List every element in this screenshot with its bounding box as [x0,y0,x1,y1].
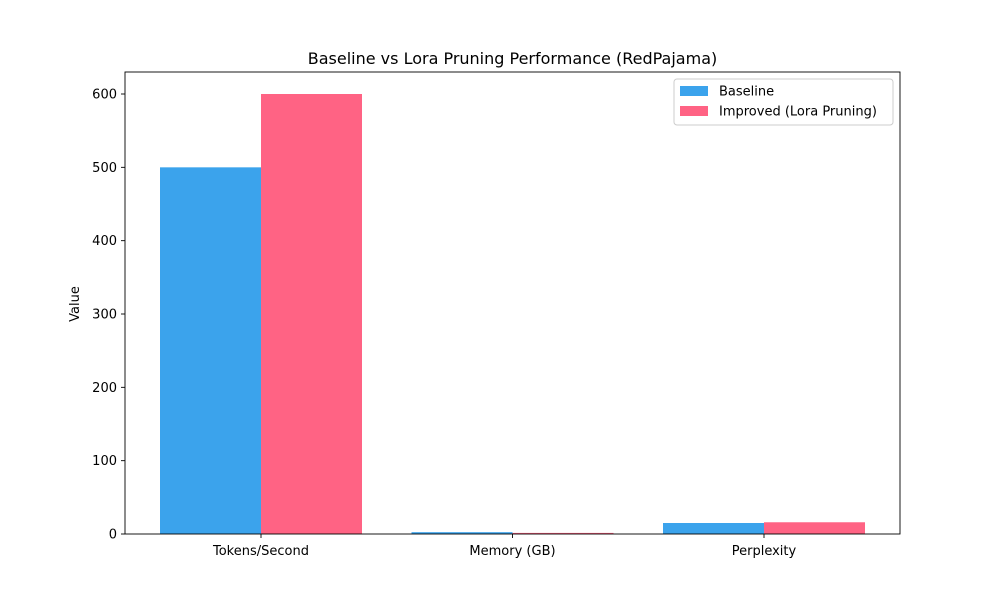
legend-box [673,78,894,126]
legend: Baseline Improved (Lora Pruning) [673,78,894,126]
bar-improved-1 [261,94,362,534]
legend-label: Baseline [719,85,774,100]
chart-title: Baseline vs Lora Pruning Performance (Re… [308,49,718,68]
y-tick-label: 400 [92,234,117,249]
y-tick-label: 0 [109,528,117,543]
y-tick-label: 300 [92,308,117,323]
bar-baseline-1 [160,167,261,535]
plot-area: 0 100 200 300 400 500 600 Tokens/Second Memory (… [92,71,901,559]
y-axis-label: Value [68,286,83,322]
legend-swatch [680,86,708,96]
y-tick-label: 100 [92,454,117,469]
bar-improved-2 [512,532,614,534]
y-tick-label: 600 [92,88,117,103]
x-tick-label: Tokens/Second [212,544,309,559]
x-tick-label: Perplexity [732,544,797,559]
y-tick-label: 500 [92,161,117,176]
legend-label: Improved (Lora Pruning) [719,105,877,120]
bar-improved-3 [764,522,865,534]
y-tick-label: 200 [92,381,117,396]
legend-swatch [680,106,708,116]
bar-baseline-3 [663,523,764,534]
bar-baseline-2 [411,532,513,534]
x-tick-label: Memory (GB) [469,544,555,559]
